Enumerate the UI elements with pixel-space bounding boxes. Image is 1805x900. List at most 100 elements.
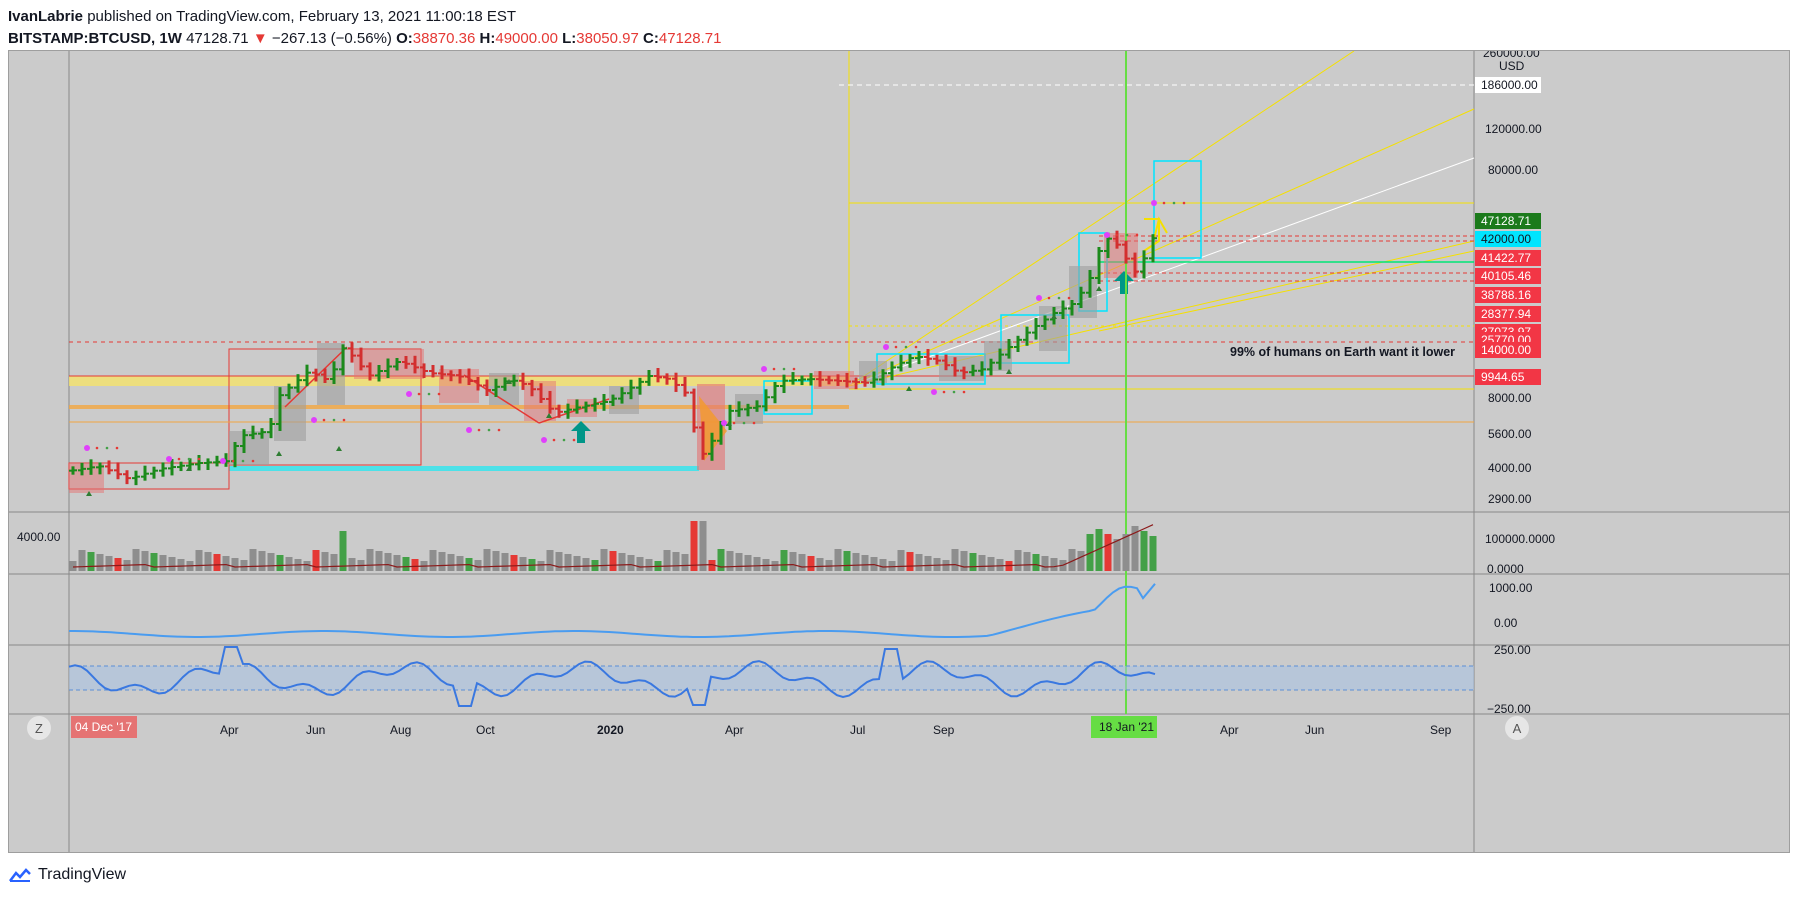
volume-bar: [636, 557, 644, 571]
price-badge-text: 41422.77: [1481, 251, 1531, 265]
cursor-date-badge-text: 18 Jan '21: [1099, 720, 1154, 734]
volume-bar: [1122, 534, 1130, 571]
volume-bar: [1023, 552, 1031, 571]
price-badge-text: 14000.00: [1481, 343, 1531, 357]
dot-trail: [322, 418, 326, 422]
volume-bar: [375, 551, 383, 571]
price-candles: [69, 230, 1157, 486]
volume-bar: [150, 553, 158, 571]
dot-trail: [1172, 201, 1176, 205]
price-badge-text: 28377.94: [1481, 307, 1531, 321]
volume-bar: [330, 554, 338, 571]
volume-ma-line: [72, 524, 1154, 568]
volume-bar: [978, 555, 986, 571]
signal-dot-icon: [1151, 200, 1157, 206]
volume-bar: [951, 549, 959, 571]
volume-tick: 100000.0000: [1485, 532, 1555, 546]
dot-trail: [177, 457, 181, 461]
z-button[interactable]: Z: [27, 716, 51, 740]
up-triangle-icon: [276, 451, 282, 456]
volume-bar: [717, 549, 725, 571]
author-name[interactable]: IvanLabrie: [8, 8, 84, 25]
volume-bar: [573, 556, 581, 571]
signal-dot-icon: [406, 391, 412, 397]
dot-trail: [105, 446, 109, 450]
volume-bar: [474, 560, 482, 571]
ohlc-line: BITSTAMP:BTCUSD, 1W 47128.71 ▼ −267.13 (…: [8, 28, 721, 50]
dot-trail: [732, 421, 736, 425]
down-arrow-icon: ▼: [252, 30, 268, 47]
volume-bar: [438, 552, 446, 571]
volume-bar: [276, 555, 284, 571]
volume-bar: [771, 561, 779, 571]
cyan-support-line: [229, 466, 699, 471]
time-label: 2020: [597, 723, 624, 737]
volume-bar: [933, 558, 941, 571]
volume-bar: [969, 553, 977, 571]
volume-bar: [519, 557, 527, 571]
left-date-badge: [71, 716, 137, 738]
volume-bar: [195, 550, 203, 571]
volume-bar: [645, 559, 653, 571]
volume-bar: [744, 555, 752, 571]
volume-bar: [789, 552, 797, 571]
volume-bar: [303, 561, 311, 571]
tick-label: 4000.00: [1488, 461, 1532, 475]
chart-canvas[interactable]: USD 260000.00 120000.00 80000.00 8000.00…: [9, 51, 1790, 853]
signal-dot-icon: [1104, 232, 1110, 238]
volume-bar: [141, 551, 149, 571]
annotation-text[interactable]: 99% of humans on Earth want it lower: [1230, 345, 1455, 359]
fan-line-white: [848, 157, 1475, 387]
tick-label: 5600.00: [1488, 427, 1532, 441]
dot-trail: [487, 428, 491, 432]
price-badge-text: 40105.46: [1481, 269, 1531, 283]
dot-trail: [187, 457, 191, 461]
tradingview-logo-icon: [9, 868, 31, 882]
indicator-line: [69, 583, 1156, 638]
price-badge: [1475, 213, 1541, 229]
volume-bar: [402, 557, 410, 571]
a-button[interactable]: A: [1505, 716, 1529, 740]
time-label: Sep: [933, 723, 955, 737]
dot-trail: [1125, 233, 1129, 237]
signal-dot-icon: [541, 437, 547, 443]
volume-bar: [906, 552, 914, 571]
volume-bar: [879, 559, 887, 571]
volume-bars: [69, 521, 1157, 571]
volume-bar: [411, 559, 419, 571]
time-label: Apr: [220, 723, 239, 737]
volume-bar: [1041, 556, 1049, 571]
volume-bar: [501, 553, 509, 571]
volume-bar: [1032, 554, 1040, 571]
close-label: C:: [643, 30, 659, 47]
chart-area[interactable]: USD 260000.00 120000.00 80000.00 8000.00…: [8, 50, 1790, 853]
price-axis[interactable]: USD 260000.00 120000.00 80000.00 8000.00…: [1483, 51, 1542, 506]
volume-bar: [510, 555, 518, 571]
left-date-badge-text: 04 Dec '17: [75, 720, 132, 734]
dot-trail: [1115, 233, 1119, 237]
dot-trail: [342, 418, 346, 422]
volume-bar: [1113, 539, 1121, 571]
up-triangle-icon: [86, 491, 92, 496]
volume-bar: [114, 558, 122, 571]
up-triangle-icon: [186, 466, 192, 471]
price-badge: [1475, 369, 1541, 385]
teal-arrow-icon: [1114, 271, 1134, 294]
symbol-label[interactable]: BITSTAMP:BTCUSD, 1W: [8, 30, 182, 47]
indicator-tick: 0.00: [1494, 616, 1518, 630]
high-value: 49000.00: [495, 30, 558, 47]
footer-brand[interactable]: TradingView: [8, 866, 126, 884]
time-axis[interactable]: 2019 Apr Jun Aug Oct 2020 Apr Jul Sep 20…: [107, 723, 1452, 737]
price-badge-text: 42000.00: [1481, 232, 1531, 246]
signal-dot-icon: [466, 427, 472, 433]
oscillator-band: [69, 666, 1474, 690]
dot-trail: [904, 345, 908, 349]
volume-bar: [168, 557, 176, 571]
oscillator-tick: −250.00: [1487, 702, 1531, 716]
volume-bar: [609, 551, 617, 571]
volume-bar: [555, 552, 563, 571]
dot-trail: [552, 438, 556, 442]
volume-bar: [807, 556, 815, 571]
chart-header: IvanLabrie published on TradingView.com,…: [8, 6, 721, 50]
dot-trail: [1182, 201, 1186, 205]
